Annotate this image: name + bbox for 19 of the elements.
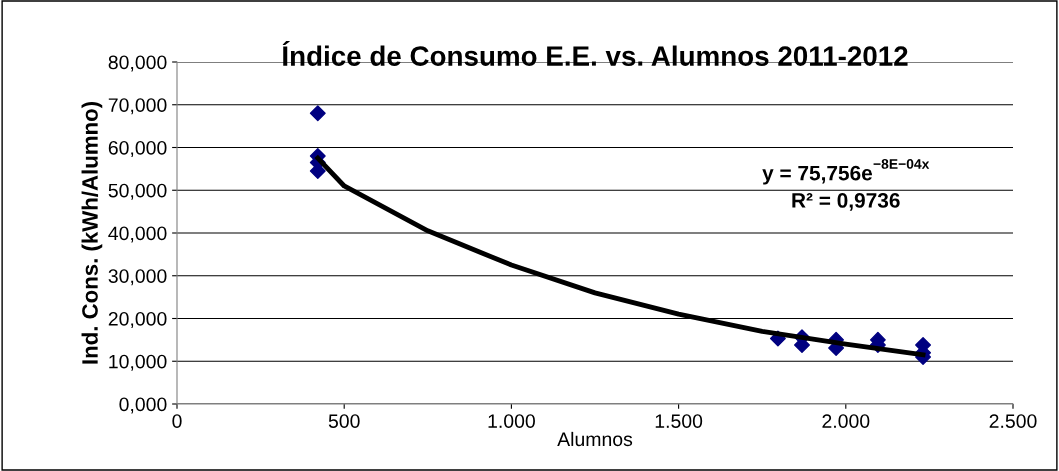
y-tick-label: 60,000 [108, 140, 167, 158]
y-tick-label: 30,000 [108, 269, 167, 286]
y-tick-label: 50,000 [108, 183, 167, 200]
chart-title: Índice de Consumo E.E. vs. Alumnos 2011-2012 [282, 41, 908, 66]
x-tick-label: 2.500 [989, 414, 1037, 428]
x-tick-label: 500 [328, 414, 360, 428]
y-tick-label: 10,000 [109, 354, 167, 371]
y-axis-title: Ind. Cons. (kWh/Alumno) [81, 102, 103, 364]
y-tick-label: 40,000 [108, 226, 167, 243]
x-axis-title: Alumnos [557, 431, 633, 447]
x-tick-label: 2.000 [822, 414, 870, 428]
y-tick-label: 70,000 [108, 98, 167, 115]
y-tick-label: 80,000 [108, 55, 167, 72]
annotation: R² = 0,9736 [792, 193, 900, 211]
x-tick-label: 1.000 [488, 414, 535, 428]
x-tick-label: 0 [172, 414, 182, 428]
x-tick-label: 1.500 [655, 414, 703, 428]
y-tick-label: 20,000 [108, 311, 167, 329]
y-tick-label: 0,000 [119, 397, 167, 414]
